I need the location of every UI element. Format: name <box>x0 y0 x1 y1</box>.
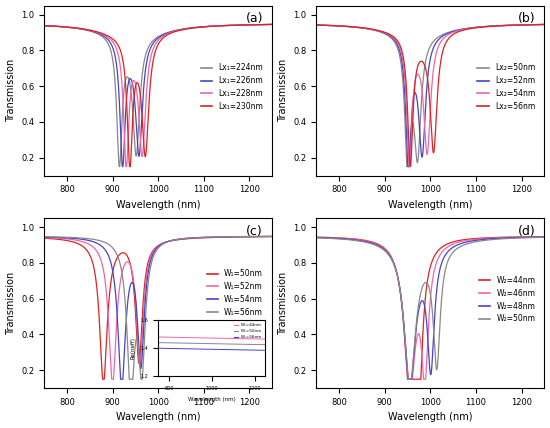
X-axis label: Wavelength (nm): Wavelength (nm) <box>116 200 200 210</box>
Legend: Lx₁=224nm, Lx₁=226nm, Lx₁=228nm, Lx₁=230nm: Lx₁=224nm, Lx₁=226nm, Lx₁=228nm, Lx₁=230… <box>197 60 266 114</box>
Legend: Lx₂=50nm, Lx₂=52nm, Lx₂=54nm, Lx₂=56nm: Lx₂=50nm, Lx₂=52nm, Lx₂=54nm, Lx₂=56nm <box>475 60 538 114</box>
Y-axis label: Transmission: Transmission <box>278 59 288 122</box>
Text: (b): (b) <box>518 12 535 25</box>
X-axis label: Wavelength (nm): Wavelength (nm) <box>388 413 472 422</box>
Text: (d): (d) <box>518 225 535 238</box>
X-axis label: Wavelength (nm): Wavelength (nm) <box>116 413 200 422</box>
Text: (a): (a) <box>246 12 263 25</box>
Text: (c): (c) <box>246 225 263 238</box>
Legend: W₂=44nm, W₂=46nm, W₂=48nm, W₂=50nm: W₂=44nm, W₂=46nm, W₂=48nm, W₂=50nm <box>476 273 538 327</box>
Y-axis label: Transmission: Transmission <box>278 271 288 335</box>
Legend: W₁=50nm, W₁=52nm, W₁=54nm, W₁=56nm: W₁=50nm, W₁=52nm, W₁=54nm, W₁=56nm <box>204 266 266 320</box>
Y-axis label: Transmission: Transmission <box>6 59 15 122</box>
Y-axis label: Transmission: Transmission <box>6 271 15 335</box>
X-axis label: Wavelength (nm): Wavelength (nm) <box>388 200 472 210</box>
